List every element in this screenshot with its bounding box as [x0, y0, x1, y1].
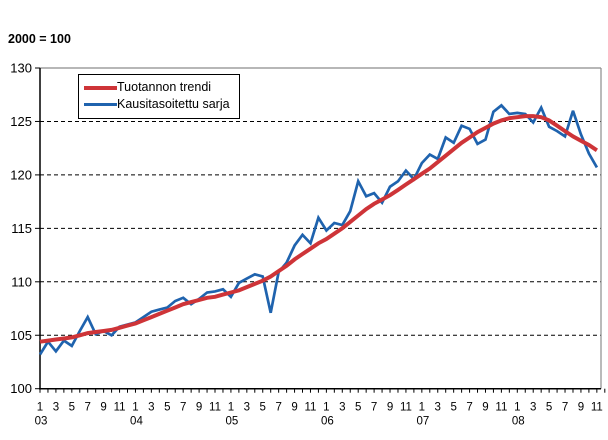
month-tick-label: 9 — [196, 402, 202, 414]
month-tick-label: 3 — [530, 402, 536, 414]
seasonally-adjusted-series-line — [38, 103, 599, 356]
month-tick-label: 3 — [53, 402, 59, 414]
month-tick-label: 7 — [180, 402, 186, 414]
month-tick-label: 1 — [132, 402, 138, 414]
month-tick-label: 3 — [435, 402, 441, 414]
seasonal-line-swatch — [84, 103, 117, 106]
month-tick-label: 9 — [578, 402, 584, 414]
year-tick-label: 05 — [226, 416, 239, 428]
horizontal-gridlines — [40, 120, 601, 336]
month-tick-label: 1 — [37, 402, 43, 414]
month-tick-label: 5 — [355, 402, 361, 414]
month-tick-label: 1 — [323, 402, 329, 414]
month-tick-label: 3 — [244, 402, 250, 414]
legend-item-trend: Tuotannon trendi — [84, 79, 230, 96]
month-tick-label: 1 — [228, 402, 234, 414]
month-tick-label: 5 — [260, 402, 266, 414]
month-tick-label: 3 — [148, 402, 154, 414]
y-tick-label: 115 — [11, 221, 32, 236]
trend-series-line — [39, 114, 599, 344]
month-tick-label: 7 — [275, 402, 281, 414]
month-tick-label: 1 — [514, 402, 520, 414]
month-tick-label: 7 — [371, 402, 377, 414]
y-tick-label: 130 — [10, 61, 32, 76]
index-base-label: 2000 = 100 — [8, 32, 71, 46]
month-tick-label: 9 — [100, 402, 106, 414]
month-tick-label: 5 — [546, 402, 552, 414]
chart-legend: Tuotannon trendi Kausitasoitettu sarja — [78, 74, 240, 119]
legend-item-seasonal: Kausitasoitettu sarja — [84, 96, 230, 113]
month-tick-label: 9 — [387, 402, 393, 414]
legend-item-label: Kausitasoitettu sarja — [117, 97, 230, 112]
year-tick-label: 08 — [512, 416, 525, 428]
year-tick-label: 03 — [35, 416, 48, 428]
trend-line-swatch — [84, 85, 117, 90]
year-tick-label: 07 — [416, 416, 429, 428]
y-tick-label: 105 — [10, 328, 32, 343]
x-axis-ticks — [39, 388, 606, 393]
month-tick-label: 3 — [339, 402, 345, 414]
y-tick-label: 100 — [10, 381, 32, 396]
y-axis-ticks-and-labels: 100 105 110 115 120 125 130 — [10, 61, 40, 396]
y-tick-label: 120 — [10, 167, 32, 182]
y-tick-label: 125 — [10, 114, 32, 129]
month-tick-label: 5 — [164, 402, 170, 414]
month-tick-label: 7 — [562, 402, 568, 414]
month-tick-label: 11 — [114, 402, 126, 414]
month-tick-label: 11 — [591, 402, 603, 414]
month-tick-label: 7 — [466, 402, 472, 414]
legend-item-label: Tuotannon trendi — [117, 80, 212, 95]
month-tick-label: 9 — [291, 402, 297, 414]
month-tick-label: 7 — [85, 402, 91, 414]
month-tick-label: 9 — [482, 402, 488, 414]
month-tick-label: 11 — [304, 402, 316, 414]
plot-border — [40, 67, 602, 389]
month-tick-label: 5 — [450, 402, 456, 414]
month-tick-label: 1 — [419, 402, 425, 414]
month-tick-label: 11 — [400, 402, 412, 414]
year-tick-label: 06 — [321, 416, 334, 428]
month-tick-label: 11 — [209, 402, 221, 414]
month-tick-label: 5 — [69, 402, 75, 414]
month-tick-label: 11 — [495, 402, 507, 414]
year-tick-label: 04 — [130, 416, 143, 428]
y-tick-label: 110 — [11, 274, 32, 289]
